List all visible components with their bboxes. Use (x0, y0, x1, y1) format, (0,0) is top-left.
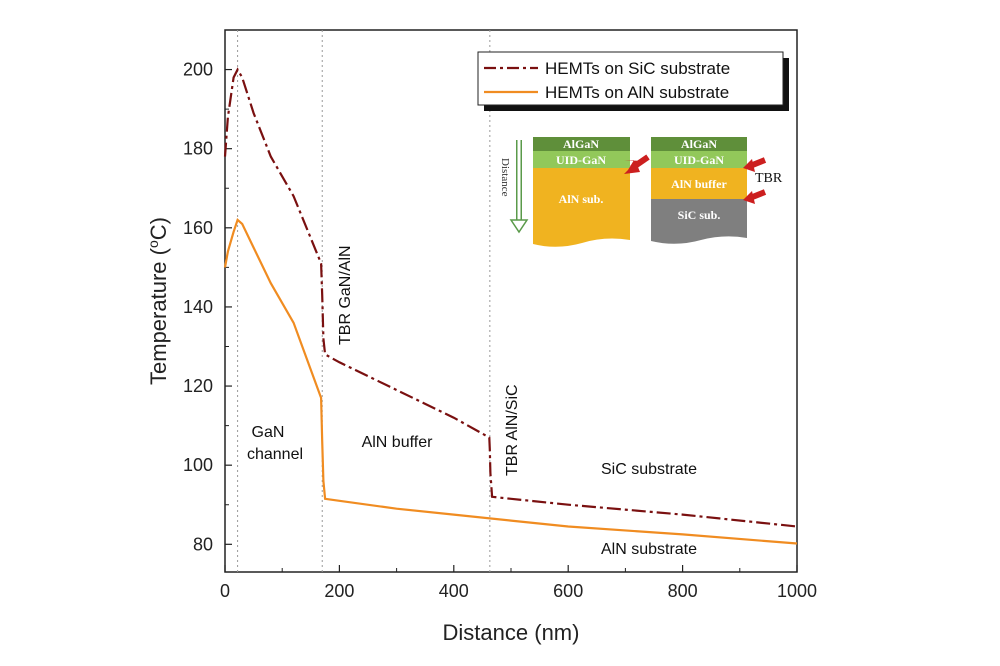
annotation-aln-substrate: AlN substrate (601, 541, 697, 558)
tbr-label: TBR (755, 171, 783, 186)
right-layer-algan (651, 137, 747, 151)
series-line-aln-substrate (223, 217, 798, 545)
annotation-aln-buffer: AlN buffer (362, 434, 434, 451)
y-axis-title-superscript: o (145, 240, 161, 248)
right-label-uid-gan: UID-GaN (674, 153, 724, 167)
legend-label-sic: HEMTs on SiC substrate (545, 59, 730, 78)
x-tick-label-0: 0 (220, 581, 230, 601)
y-axis-title-tail: C) (146, 217, 171, 240)
y-tick-label-3: 140 (183, 297, 213, 317)
tbr-arrow-right-bottom (743, 191, 755, 204)
y-axis-title: Temperature (oC) (145, 217, 171, 385)
legend-label-aln: HEMTs on AlN substrate (545, 83, 729, 102)
right-label-sic-sub: SiC sub. (678, 208, 721, 222)
y-axis-ticks: 80 100 120 140 160 180 200 (183, 60, 232, 554)
x-tick-label-5: 1000 (777, 581, 817, 601)
right-layer-sic-sub (651, 199, 747, 244)
x-axis-ticks: 0 200 400 600 800 1000 (220, 565, 817, 601)
annotation-gan-channel-line1: GaN (252, 424, 285, 441)
right-label-aln-buffer: AlN buffer (671, 177, 727, 191)
x-tick-label-3: 600 (553, 581, 583, 601)
annotation-tbr-aln-sic: TBR AlN/SiC (504, 384, 521, 476)
legend: HEMTs on SiC substrate HEMTs on AlN subs… (477, 51, 789, 111)
layer-boundaries (237, 30, 491, 572)
annotation-sic-substrate: SiC substrate (601, 461, 697, 478)
y-tick-label-0: 80 (193, 534, 213, 554)
right-label-algan: AlGaN (681, 137, 717, 151)
left-layer-algan (533, 137, 630, 151)
left-layer-uid-gan (533, 151, 630, 168)
tbr-arrow-right-top (743, 159, 755, 172)
legend-box (477, 51, 784, 106)
left-layer-aln-sub (533, 168, 630, 247)
left-label-aln-sub: AlN sub. (559, 192, 604, 206)
y-tick-label-5: 180 (183, 139, 213, 159)
y-axis-title-main: Temperature ( (146, 247, 171, 385)
plot-frame (224, 29, 798, 573)
x-tick-label-2: 400 (439, 581, 469, 601)
annotation-gan-channel-line2: channel (247, 446, 303, 463)
left-label-uid-gan: UID-GaN (556, 153, 606, 167)
y-tick-label-2: 120 (183, 376, 213, 396)
right-layer-uid-gan (651, 151, 747, 168)
series-line-sic-substrate (223, 67, 798, 528)
y-tick-label-4: 160 (183, 218, 213, 238)
left-label-algan: AlGaN (563, 137, 599, 151)
x-axis-title: Distance (nm) (443, 620, 580, 645)
x-tick-label-4: 800 (668, 581, 698, 601)
right-layer-aln-buffer (651, 168, 747, 199)
y-tick-label-6: 200 (183, 60, 213, 80)
inset-schematic: Distance AlGaN UID-GaN AlN sub. AlGaN UI… (499, 137, 783, 247)
x-tick-label-1: 200 (324, 581, 354, 601)
y-tick-label-1: 100 (183, 455, 213, 475)
annotation-tbr-gan-aln: TBR GaN/AlN (337, 245, 354, 345)
distance-label: Distance (499, 158, 511, 197)
distance-arrow-head (509, 219, 529, 234)
